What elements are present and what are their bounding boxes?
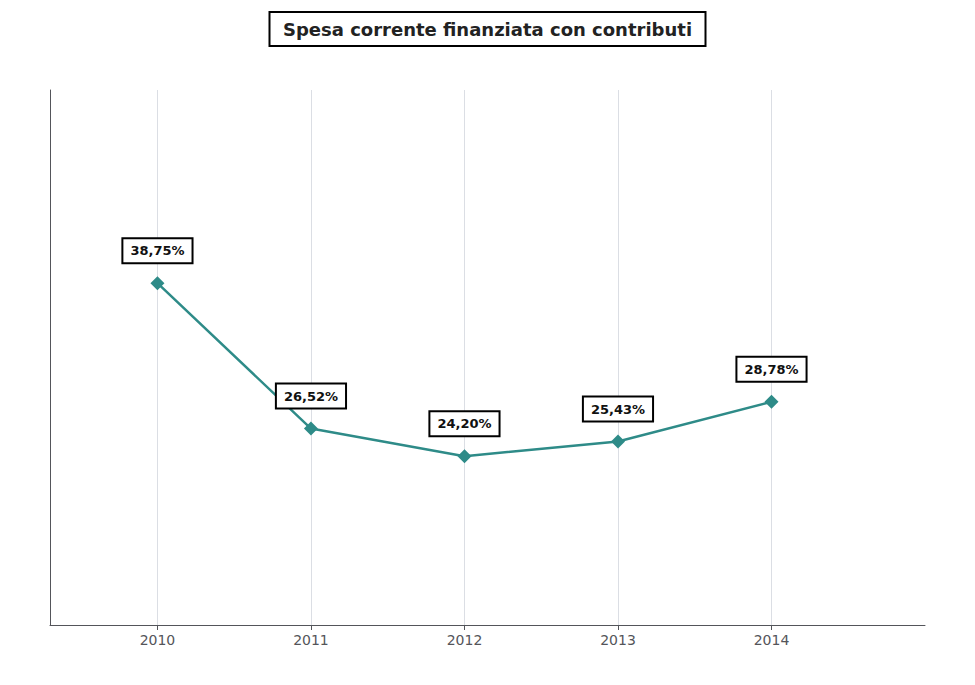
svg-text:Spesa corrente finanziata con: Spesa corrente finanziata con contributi [283,19,692,40]
svg-text:25,43%: 25,43% [591,402,645,417]
svg-text:38,75%: 38,75% [130,243,184,258]
svg-text:2012: 2012 [447,632,483,648]
svg-text:2013: 2013 [600,632,636,648]
svg-text:28,78%: 28,78% [744,362,798,377]
svg-text:26,52%: 26,52% [284,389,338,404]
svg-text:24,20%: 24,20% [437,416,491,431]
svg-text:2014: 2014 [754,632,790,648]
svg-text:2010: 2010 [140,632,176,648]
svg-text:2011: 2011 [293,632,329,648]
